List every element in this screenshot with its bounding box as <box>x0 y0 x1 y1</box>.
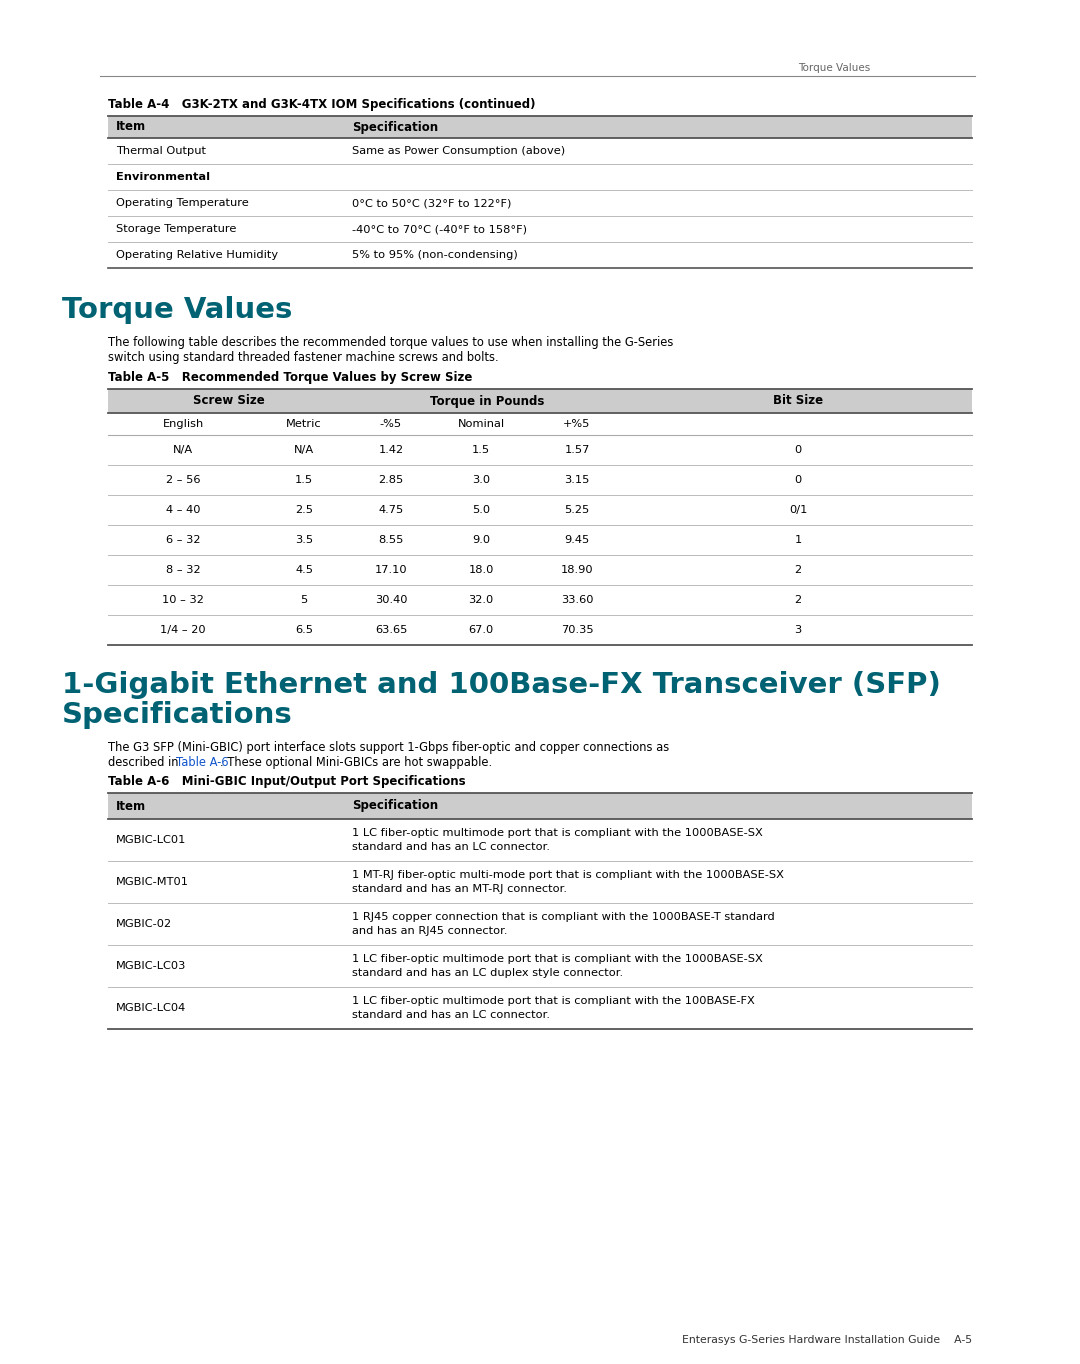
Text: MGBIC-MT01: MGBIC-MT01 <box>116 877 189 887</box>
Text: MGBIC-LC03: MGBIC-LC03 <box>116 962 187 971</box>
Text: 18.90: 18.90 <box>561 565 593 576</box>
Text: 3.0: 3.0 <box>472 475 490 486</box>
Text: 32.0: 32.0 <box>469 595 494 606</box>
Text: Specification: Specification <box>352 120 438 134</box>
Text: -40°C to 70°C (-40°F to 158°F): -40°C to 70°C (-40°F to 158°F) <box>352 224 527 235</box>
Text: 0/1: 0/1 <box>788 505 807 516</box>
Text: 2.5: 2.5 <box>295 505 313 516</box>
Text: Nominal: Nominal <box>458 419 504 430</box>
Text: +%5: +%5 <box>564 419 591 430</box>
Text: Screw Size: Screw Size <box>193 394 265 408</box>
Bar <box>108 116 972 138</box>
Text: . These optional Mini-GBICs are hot swappable.: . These optional Mini-GBICs are hot swap… <box>220 756 492 769</box>
Text: 1 LC fiber-optic multimode port that is compliant with the 1000BASE-SX: 1 LC fiber-optic multimode port that is … <box>352 953 762 964</box>
Text: 67.0: 67.0 <box>469 625 494 636</box>
Text: standard and has an LC connector.: standard and has an LC connector. <box>352 842 550 852</box>
Text: 4.75: 4.75 <box>378 505 404 516</box>
Text: The G3 SFP (Mini-GBIC) port interface slots support 1-Gbps fiber-optic and coppe: The G3 SFP (Mini-GBIC) port interface sl… <box>108 741 670 754</box>
Text: Torque Values: Torque Values <box>798 63 870 74</box>
Text: 3.15: 3.15 <box>565 475 590 486</box>
Text: 9.45: 9.45 <box>565 535 590 546</box>
Text: 1 RJ45 copper connection that is compliant with the 1000BASE-T standard: 1 RJ45 copper connection that is complia… <box>352 913 774 922</box>
Text: standard and has an MT-RJ connector.: standard and has an MT-RJ connector. <box>352 884 567 893</box>
Bar <box>108 792 972 818</box>
Text: 1.42: 1.42 <box>378 445 404 456</box>
Text: 63.65: 63.65 <box>375 625 407 636</box>
Text: Thermal Output: Thermal Output <box>116 146 206 155</box>
Text: 0: 0 <box>795 475 801 486</box>
Text: 1 LC fiber-optic multimode port that is compliant with the 100BASE-FX: 1 LC fiber-optic multimode port that is … <box>352 996 755 1007</box>
Text: 33.60: 33.60 <box>561 595 593 606</box>
Text: -%5: -%5 <box>380 419 402 430</box>
Text: Torque in Pounds: Torque in Pounds <box>430 394 544 408</box>
Text: 1 MT-RJ fiber-optic multi-mode port that is compliant with the 1000BASE-SX: 1 MT-RJ fiber-optic multi-mode port that… <box>352 870 784 880</box>
Text: N/A: N/A <box>294 445 314 456</box>
Text: Metric: Metric <box>286 419 322 430</box>
Text: and has an RJ45 connector.: and has an RJ45 connector. <box>352 926 508 936</box>
Text: Operating Temperature: Operating Temperature <box>116 198 248 207</box>
Text: 5.0: 5.0 <box>472 505 490 516</box>
Text: 8.55: 8.55 <box>378 535 404 546</box>
Text: 1.5: 1.5 <box>472 445 490 456</box>
Text: 5.25: 5.25 <box>565 505 590 516</box>
Text: 6 – 32: 6 – 32 <box>165 535 200 546</box>
Text: 2 – 56: 2 – 56 <box>165 475 200 486</box>
Text: The following table describes the recommended torque values to use when installi: The following table describes the recomm… <box>108 336 673 349</box>
Text: Enterasys G-Series Hardware Installation Guide    A-5: Enterasys G-Series Hardware Installation… <box>681 1335 972 1345</box>
Text: Table A-5   Recommended Torque Values by Screw Size: Table A-5 Recommended Torque Values by S… <box>108 371 472 385</box>
Text: Environmental: Environmental <box>116 172 211 181</box>
Text: 1/4 – 20: 1/4 – 20 <box>160 625 206 636</box>
Text: 70.35: 70.35 <box>561 625 593 636</box>
Text: 1 LC fiber-optic multimode port that is compliant with the 1000BASE-SX: 1 LC fiber-optic multimode port that is … <box>352 828 762 837</box>
Text: 5% to 95% (non-condensing): 5% to 95% (non-condensing) <box>352 250 517 261</box>
Text: 1-Gigabit Ethernet and 100Base-FX Transceiver (SFP): 1-Gigabit Ethernet and 100Base-FX Transc… <box>62 671 941 698</box>
Text: standard and has an LC connector.: standard and has an LC connector. <box>352 1009 550 1020</box>
Text: 0: 0 <box>795 445 801 456</box>
Text: switch using standard threaded fastener machine screws and bolts.: switch using standard threaded fastener … <box>108 351 499 364</box>
Bar <box>108 389 972 413</box>
Text: 2: 2 <box>795 595 801 606</box>
Text: 2: 2 <box>795 565 801 576</box>
Text: 30.40: 30.40 <box>375 595 407 606</box>
Text: 10 – 32: 10 – 32 <box>162 595 204 606</box>
Text: Table A-6   Mini-GBIC Input/Output Port Specifications: Table A-6 Mini-GBIC Input/Output Port Sp… <box>108 775 465 788</box>
Text: 6.5: 6.5 <box>295 625 313 636</box>
Text: 0°C to 50°C (32°F to 122°F): 0°C to 50°C (32°F to 122°F) <box>352 198 511 207</box>
Text: Item: Item <box>116 120 146 134</box>
Text: Operating Relative Humidity: Operating Relative Humidity <box>116 250 279 261</box>
Text: 1.57: 1.57 <box>565 445 590 456</box>
Text: Specifications: Specifications <box>62 701 293 728</box>
Text: 1.5: 1.5 <box>295 475 313 486</box>
Text: 17.10: 17.10 <box>375 565 407 576</box>
Text: MGBIC-02: MGBIC-02 <box>116 919 172 929</box>
Text: English: English <box>162 419 204 430</box>
Text: MGBIC-LC01: MGBIC-LC01 <box>116 835 187 846</box>
Text: 9.0: 9.0 <box>472 535 490 546</box>
Text: Item: Item <box>116 799 146 813</box>
Text: Torque Values: Torque Values <box>62 296 293 325</box>
Text: described in: described in <box>108 756 183 769</box>
Text: MGBIC-LC04: MGBIC-LC04 <box>116 1003 186 1013</box>
Text: Bit Size: Bit Size <box>773 394 823 408</box>
Text: 3: 3 <box>795 625 801 636</box>
Text: 4.5: 4.5 <box>295 565 313 576</box>
Text: Table A-4   G3K-2TX and G3K-4TX IOM Specifications (continued): Table A-4 G3K-2TX and G3K-4TX IOM Specif… <box>108 98 536 110</box>
Text: 5: 5 <box>300 595 308 606</box>
Text: Storage Temperature: Storage Temperature <box>116 224 237 235</box>
Text: standard and has an LC duplex style connector.: standard and has an LC duplex style conn… <box>352 968 623 978</box>
Text: 18.0: 18.0 <box>469 565 494 576</box>
Text: 4 – 40: 4 – 40 <box>165 505 200 516</box>
Text: Specification: Specification <box>352 799 438 813</box>
Text: 3.5: 3.5 <box>295 535 313 546</box>
Text: 1: 1 <box>795 535 801 546</box>
Text: Same as Power Consumption (above): Same as Power Consumption (above) <box>352 146 565 155</box>
Text: Table A-6: Table A-6 <box>176 756 229 769</box>
Text: 2.85: 2.85 <box>378 475 404 486</box>
Text: N/A: N/A <box>173 445 193 456</box>
Text: 8 – 32: 8 – 32 <box>165 565 200 576</box>
